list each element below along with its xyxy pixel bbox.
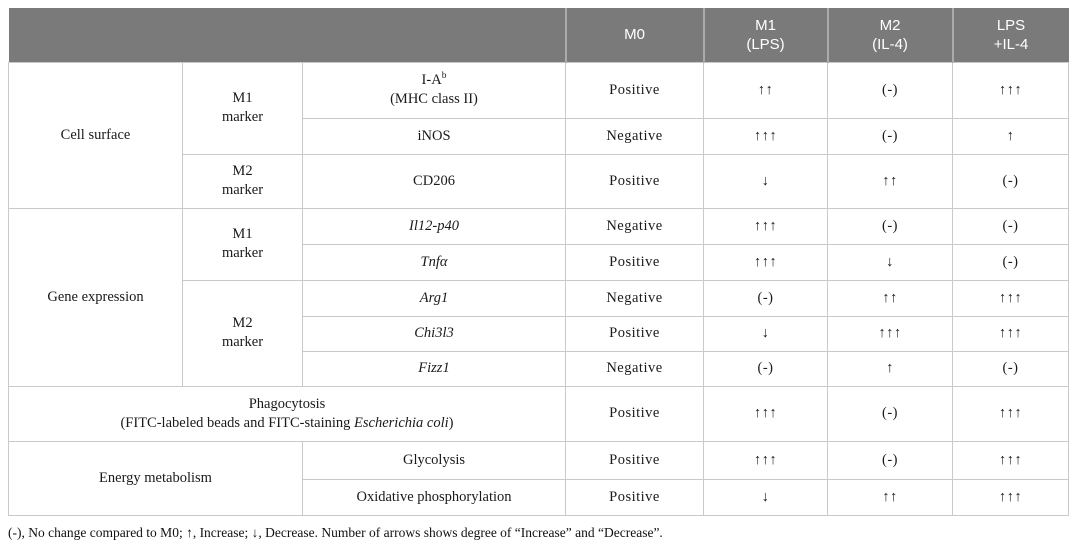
- cell-m0-value: Positive: [565, 61, 704, 119]
- cell-m2-value: ↑: [827, 350, 953, 387]
- cell-m1-value: ↓: [703, 153, 828, 209]
- subgroup-cell-m2-marker: M2 marker: [182, 153, 303, 209]
- cell-lps-il4-value: (-): [952, 207, 1069, 245]
- marker-name-cell-glycolysis: Glycolysis: [302, 440, 566, 480]
- group-cell-cell-surface: Cell surface: [8, 61, 183, 209]
- cell-lps-il4-value: ↑↑↑: [952, 279, 1069, 317]
- table-row-phagocytosis: Phagocytosis (FITC-labeled beads and FITC…: [8, 385, 1069, 442]
- superscript-b: b: [441, 71, 447, 82]
- table-body: Cell surface M1 marker I-Ab (MHC class II)…: [8, 61, 1069, 516]
- cell-lps-il4-value: ↑↑↑: [952, 61, 1069, 119]
- cell-m0-value: Positive: [565, 153, 704, 209]
- cell-m2-value: ↑↑: [827, 153, 953, 209]
- marker-name-cell-cd206: CD206: [302, 153, 566, 209]
- subgroup-cell-m1-marker: M1 marker: [182, 207, 303, 281]
- cell-m0-value: Positive: [565, 315, 704, 352]
- cell-lps-il4-value: ↑↑↑: [952, 478, 1069, 516]
- header-row: M0 M1 (LPS) M2 (IL-4) LPS +IL-4: [8, 8, 1069, 62]
- cell-m1-value: ↓: [703, 315, 828, 352]
- cell-m1-value: ↑↑↑: [703, 243, 828, 281]
- cell-m1-value: ↑↑↑: [703, 207, 828, 245]
- marker-name-cell-inos: iNOS: [302, 117, 566, 155]
- subgroup-cell-m1-marker: M1 marker: [182, 61, 303, 155]
- cell-m2-value: ↓: [827, 243, 953, 281]
- cell-m0-value: Negative: [565, 350, 704, 387]
- table-row-il12p40: Gene expression M1 marker Il12-p40 Negati…: [8, 207, 1069, 387]
- cell-m0-value: Negative: [565, 117, 704, 155]
- column-header-lps-il4: LPS +IL-4: [951, 8, 1069, 62]
- group-cell-energy-metabolism: Energy metabolism: [8, 440, 303, 516]
- cell-m1-value: ↑↑↑: [703, 440, 828, 480]
- cell-m0-value: Negative: [565, 207, 704, 245]
- table-row-iab: Cell surface M1 marker I-Ab (MHC class II)…: [8, 61, 1069, 209]
- cell-m0-value: Positive: [565, 243, 704, 281]
- cell-m1-value: ↓: [703, 478, 828, 516]
- cell-m0-value: Positive: [565, 385, 704, 442]
- marker-name-cell-il12p40: Il12-p40: [302, 207, 566, 245]
- header-empty-cell: [8, 8, 566, 62]
- column-header-m2-il4: M2 (IL-4): [826, 8, 953, 62]
- table-row-glycolysis: Energy metabolism Glycolysis Positive ↑↑…: [8, 440, 1069, 516]
- table-row-arg1: M2 marker Arg1 Negative (-) ↑↑ ↑↑↑: [9, 279, 1069, 387]
- cell-lps-il4-value: ↑↑↑: [952, 385, 1069, 442]
- cell-lps-il4-value: (-): [952, 243, 1069, 281]
- marker-name-cell-oxphos: Oxidative phosphorylation: [302, 478, 566, 516]
- cell-m1-value: (-): [703, 279, 828, 317]
- cell-m2-value: (-): [827, 207, 953, 245]
- cell-m2-value: (-): [827, 61, 953, 119]
- column-header-m0-label: M0: [624, 26, 645, 44]
- marker-name-cell-tnfa: Tnfα: [302, 243, 566, 281]
- cell-m2-value: ↑↑: [827, 478, 953, 516]
- table-row-cd206: M2 marker CD206 Positive ↓ ↑↑ (-): [9, 153, 1069, 209]
- marker-name-cell-chi3l3: Chi3l3: [302, 315, 566, 352]
- cell-m0-value: Positive: [565, 478, 704, 516]
- cell-m2-value: (-): [827, 440, 953, 480]
- table-row-inos: iNOS Negative ↑↑↑ (-) ↑: [9, 117, 1069, 155]
- table-row-fizz1: Fizz1 Negative (-) ↑ (-): [9, 350, 1069, 387]
- cell-m2-value: ↑↑: [827, 279, 953, 317]
- marker-name-cell-arg1: Arg1: [302, 279, 566, 317]
- cell-m0-value: Negative: [565, 279, 704, 317]
- macrophage-polarization-table: M0 M1 (LPS) M2 (IL-4) LPS +IL-4 Cell surfac…: [8, 8, 1069, 516]
- cell-m2-value: ↑↑↑: [827, 315, 953, 352]
- group-cell-gene-expression: Gene expression: [8, 207, 183, 387]
- subgroup-cell-m2-marker: M2 marker: [182, 279, 303, 387]
- cell-m2-value: (-): [827, 385, 953, 442]
- table-row-oxidative-phosphorylation: Oxidative phosphorylation Positive ↓ ↑↑ …: [9, 478, 1069, 516]
- cell-m1-value: ↑↑↑: [703, 117, 828, 155]
- cell-lps-il4-value: ↑↑↑: [952, 440, 1069, 480]
- column-header-m0: M0: [564, 8, 704, 62]
- group-cell-phagocytosis: Phagocytosis (FITC-labeled beads and FITC…: [8, 385, 566, 442]
- cell-m0-value: Positive: [565, 440, 704, 480]
- cell-m1-value: ↑↑: [703, 61, 828, 119]
- table-footnote: (-), No change compared to M0; ↑, Increa…: [8, 524, 663, 540]
- column-header-m1-lps: M1 (LPS): [702, 8, 828, 62]
- cell-lps-il4-value: ↑: [952, 117, 1069, 155]
- cell-m1-value: (-): [703, 350, 828, 387]
- marker-name-cell-fizz1: Fizz1: [302, 350, 566, 387]
- cell-lps-il4-value: ↑↑↑: [952, 315, 1069, 352]
- cell-m1-value: ↑↑↑: [703, 385, 828, 442]
- table-header: M0 M1 (LPS) M2 (IL-4) LPS +IL-4: [8, 8, 1069, 62]
- cell-m2-value: (-): [827, 117, 953, 155]
- cell-lps-il4-value: (-): [952, 153, 1069, 209]
- species-name-italic: Escherichia coli: [354, 414, 449, 431]
- table-row-tnfa: Tnfα Positive ↑↑↑ ↓ (-): [9, 243, 1069, 281]
- table-row-chi3l3: Chi3l3 Positive ↓ ↑↑↑ ↑↑↑: [9, 315, 1069, 352]
- cell-lps-il4-value: (-): [952, 350, 1069, 387]
- marker-name-cell-iab: I-Ab (MHC class II): [302, 61, 566, 119]
